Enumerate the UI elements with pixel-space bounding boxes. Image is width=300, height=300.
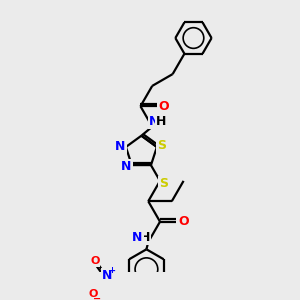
Text: N: N [132,231,142,244]
Text: H: H [156,115,166,128]
Text: O: O [90,256,100,266]
Text: N: N [149,115,159,128]
Text: +: + [109,266,116,274]
Text: −: − [92,294,101,300]
Text: O: O [159,100,169,113]
Text: S: S [159,177,168,190]
Text: S: S [157,139,166,152]
Text: N: N [115,140,126,153]
Text: N: N [102,269,112,282]
Text: O: O [178,215,189,228]
Text: H: H [140,231,150,244]
Text: N: N [121,160,132,172]
Text: O: O [88,289,98,299]
